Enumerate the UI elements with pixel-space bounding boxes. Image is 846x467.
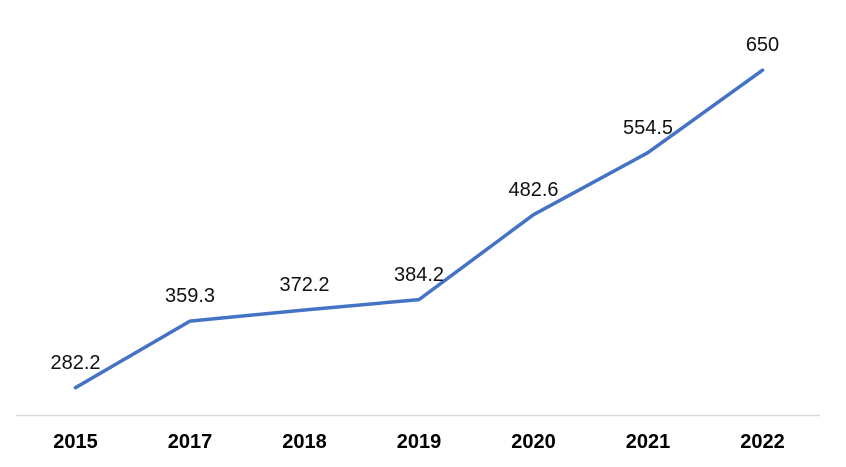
x-axis-label: 2015 xyxy=(53,431,98,453)
x-axis-label: 2022 xyxy=(740,431,785,453)
data-label: 554.5 xyxy=(622,116,674,139)
series-line xyxy=(73,68,765,390)
x-axis-label: 2020 xyxy=(511,431,556,453)
data-label: 359.3 xyxy=(164,285,216,308)
data-label: 650 xyxy=(745,34,780,57)
x-axis-label: 2017 xyxy=(167,431,213,453)
x-axis-label: 2018 xyxy=(282,431,327,453)
data-label: 282.2 xyxy=(50,351,101,374)
data-label: 482.6 xyxy=(508,178,559,201)
data-label: 384.2 xyxy=(393,263,445,286)
x-axis-label: 2019 xyxy=(396,431,442,453)
data-label: 372.2 xyxy=(279,274,330,296)
x-axis-label: 2021 xyxy=(625,431,671,453)
